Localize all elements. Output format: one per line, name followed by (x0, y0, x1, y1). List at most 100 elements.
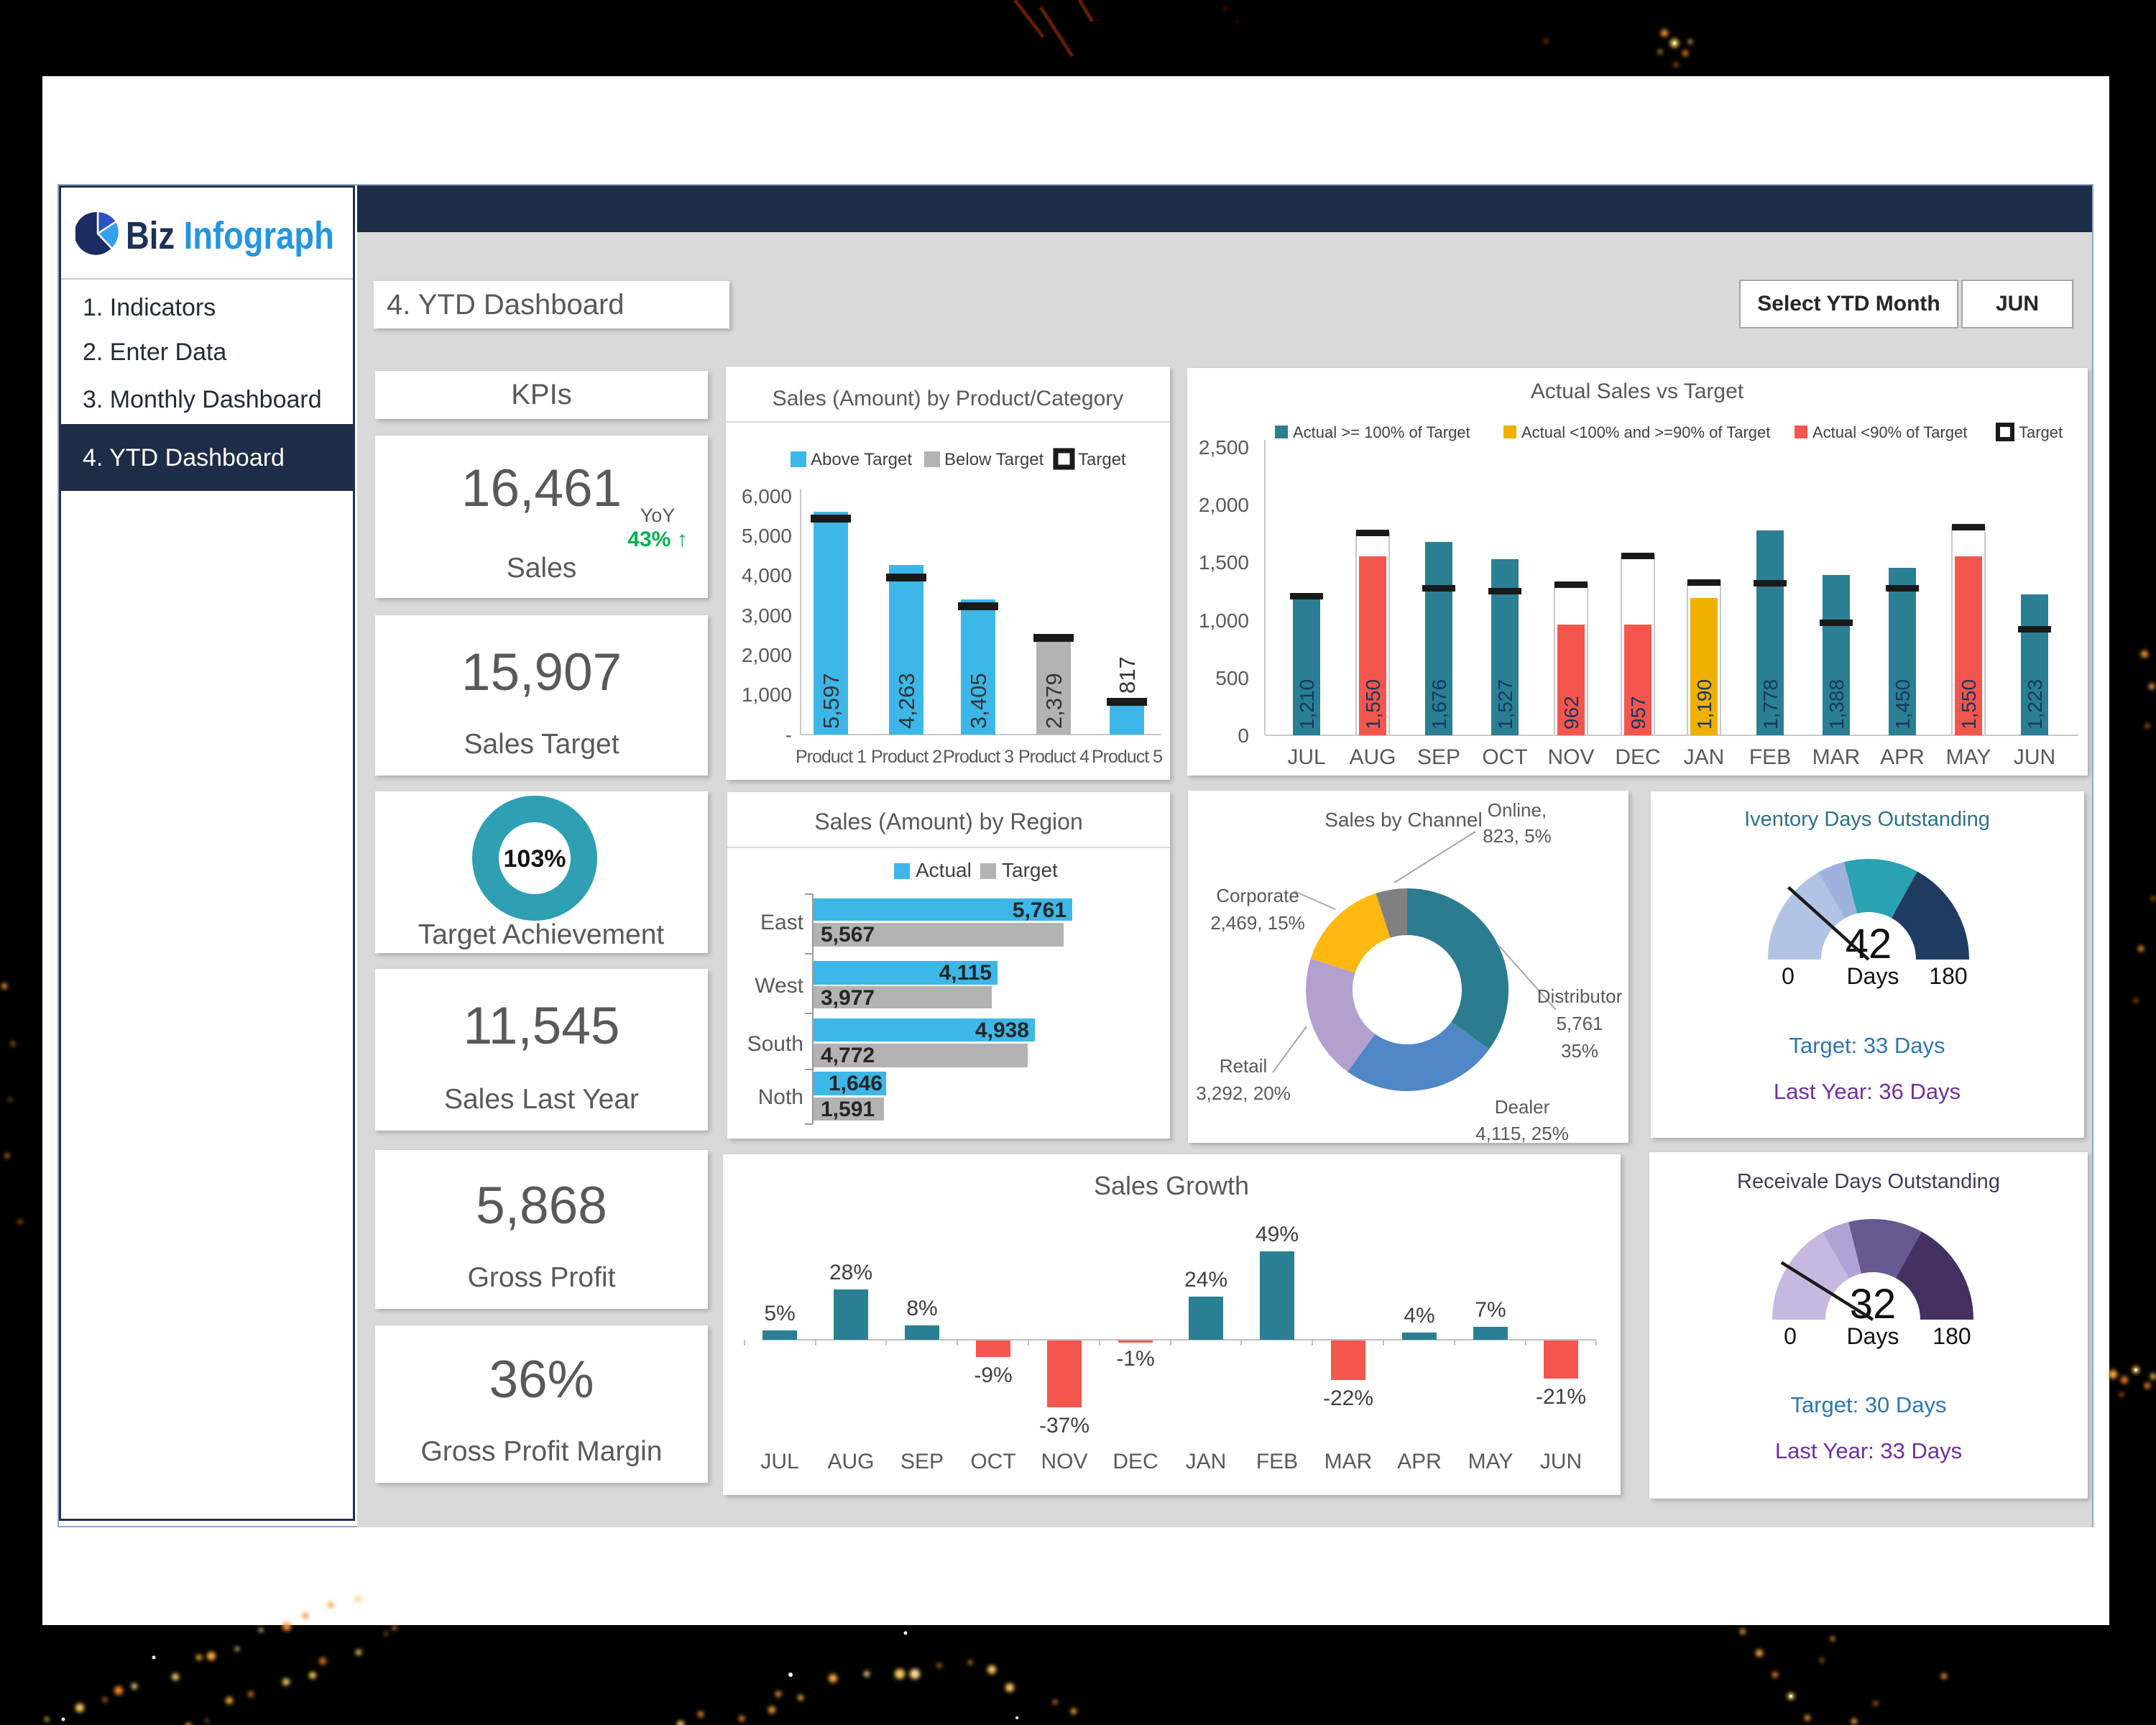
svg-text:1,591: 1,591 (821, 1098, 875, 1121)
svg-text:-22%: -22% (1323, 1386, 1373, 1410)
svg-text:OCT: OCT (970, 1450, 1015, 1473)
svg-text:1,500: 1,500 (1199, 551, 1249, 574)
svg-text:24%: 24% (1184, 1268, 1227, 1292)
svg-text:823, 5%: 823, 5% (1483, 825, 1551, 847)
svg-text:2,469, 15%: 2,469, 15% (1210, 912, 1305, 934)
svg-text:Actual: Actual (916, 859, 972, 881)
svg-text:APR: APR (1880, 745, 1925, 769)
svg-text:1,778: 1,778 (1759, 679, 1782, 730)
svg-text:5,000: 5,000 (742, 525, 792, 547)
svg-text:JUL: JUL (1287, 745, 1325, 769)
svg-text:-: - (786, 724, 792, 746)
svg-text:5,597: 5,597 (819, 673, 844, 729)
svg-text:JUL: JUL (760, 1450, 798, 1473)
svg-text:Iventory Days Outstanding: Iventory Days Outstanding (1744, 808, 1990, 831)
svg-text:Target: Target (1002, 859, 1058, 881)
svg-text:32: 32 (1850, 1281, 1897, 1328)
svg-text:1,676: 1,676 (1428, 679, 1450, 730)
svg-text:1,223: 1,223 (2024, 679, 2046, 730)
svg-text:1,527: 1,527 (1494, 679, 1516, 730)
svg-text:5,567: 5,567 (821, 923, 875, 947)
svg-text:4,115, 25%: 4,115, 25% (1475, 1123, 1569, 1143)
svg-text:5%: 5% (764, 1302, 795, 1325)
svg-text:1,210: 1,210 (1296, 679, 1318, 730)
svg-text:Product 3: Product 3 (943, 747, 1013, 767)
svg-text:Target: Target (1078, 450, 1126, 469)
svg-text:Actual Sales vs Target: Actual Sales vs Target (1531, 380, 1744, 403)
svg-text:Product 4: Product 4 (1018, 747, 1089, 767)
svg-text:28%: 28% (829, 1261, 872, 1284)
svg-text:Last Year: 33 Days: Last Year: 33 Days (1775, 1438, 1962, 1463)
svg-text:MAY: MAY (1946, 745, 1991, 769)
svg-text:8%: 8% (906, 1297, 937, 1320)
svg-text:180: 180 (1929, 963, 1967, 989)
svg-text:180: 180 (1932, 1323, 1971, 1349)
svg-text:DEC: DEC (1615, 745, 1660, 769)
svg-text:-9%: -9% (974, 1363, 1012, 1387)
svg-text:500: 500 (1215, 667, 1249, 689)
svg-text:3,292, 20%: 3,292, 20% (1196, 1082, 1291, 1104)
svg-text:1,646: 1,646 (829, 1072, 883, 1095)
svg-text:1,388: 1,388 (1825, 679, 1848, 730)
svg-text:103%: 103% (504, 845, 566, 873)
svg-text:4,000: 4,000 (742, 564, 792, 586)
svg-text:4,115: 4,115 (939, 961, 992, 985)
svg-text:4,938: 4,938 (975, 1018, 1029, 1042)
svg-text:Actual <100% and >=90% of Targ: Actual <100% and >=90% of Target (1521, 423, 1770, 441)
svg-text:817: 817 (1115, 656, 1140, 694)
svg-text:Sales (Amount) by Region: Sales (Amount) by Region (814, 809, 1083, 834)
svg-text:Product 1: Product 1 (796, 747, 866, 767)
svg-text:AUG: AUG (1349, 745, 1396, 769)
svg-text:JUN: JUN (1540, 1450, 1582, 1473)
svg-text:NOV: NOV (1547, 745, 1594, 769)
svg-text:1,550: 1,550 (1958, 679, 1980, 730)
svg-text:Target: 33 Days: Target: 33 Days (1789, 1033, 1945, 1058)
svg-text:West: West (755, 974, 803, 998)
svg-text:2,500: 2,500 (1199, 436, 1249, 459)
svg-text:0: 0 (1238, 724, 1249, 747)
svg-text:1,190: 1,190 (1693, 679, 1715, 730)
svg-text:1,000: 1,000 (1199, 610, 1249, 632)
svg-text:2,379: 2,379 (1041, 673, 1067, 729)
svg-text:Days: Days (1847, 963, 1899, 989)
svg-text:OCT: OCT (1482, 745, 1527, 769)
svg-text:3,405: 3,405 (966, 673, 991, 729)
svg-text:Corporate: Corporate (1216, 885, 1299, 906)
svg-text:2,000: 2,000 (1199, 494, 1249, 516)
svg-text:49%: 49% (1256, 1223, 1299, 1246)
svg-text:1,450: 1,450 (1892, 679, 1914, 730)
svg-text:JUN: JUN (2014, 745, 2055, 769)
svg-text:4,263: 4,263 (894, 673, 919, 729)
svg-text:Actual >= 100% of Target: Actual >= 100% of Target (1293, 423, 1470, 441)
svg-text:East: East (760, 911, 804, 934)
svg-text:Above Target: Above Target (811, 450, 912, 469)
svg-text:SEP: SEP (1417, 745, 1460, 769)
svg-text:FEB: FEB (1749, 745, 1791, 769)
svg-text:DEC: DEC (1112, 1450, 1158, 1473)
svg-text:NOV: NOV (1041, 1450, 1087, 1473)
svg-text:Noth: Noth (758, 1085, 803, 1109)
svg-text:6,000: 6,000 (742, 485, 792, 507)
svg-text:957: 957 (1627, 696, 1649, 730)
svg-text:Retail: Retail (1220, 1055, 1267, 1077)
svg-text:5,761: 5,761 (1556, 1013, 1603, 1034)
svg-text:-37%: -37% (1039, 1414, 1089, 1438)
svg-text:Receivale Days Outstanding: Receivale Days Outstanding (1737, 1170, 2000, 1193)
svg-text:AUG: AUG (827, 1450, 874, 1473)
svg-text:Online,: Online, (1488, 799, 1547, 821)
svg-text:MAR: MAR (1812, 745, 1861, 769)
svg-text:Below Target: Below Target (944, 450, 1044, 469)
svg-text:3,000: 3,000 (742, 604, 792, 627)
svg-text:0: 0 (1782, 963, 1795, 989)
svg-text:1,000: 1,000 (742, 684, 792, 706)
svg-text:Sales (Amount) by Product/Cate: Sales (Amount) by Product/Category (773, 387, 1124, 410)
svg-text:Product 5: Product 5 (1092, 747, 1162, 767)
svg-text:Dealer: Dealer (1495, 1096, 1550, 1118)
svg-text:JAN: JAN (1186, 1450, 1227, 1473)
svg-text:-1%: -1% (1116, 1347, 1154, 1371)
svg-text:-21%: -21% (1536, 1385, 1586, 1409)
svg-text:5,761: 5,761 (1013, 898, 1067, 922)
svg-text:0: 0 (1784, 1323, 1797, 1349)
svg-text:JAN: JAN (1684, 745, 1725, 769)
svg-text:2,000: 2,000 (742, 644, 792, 666)
